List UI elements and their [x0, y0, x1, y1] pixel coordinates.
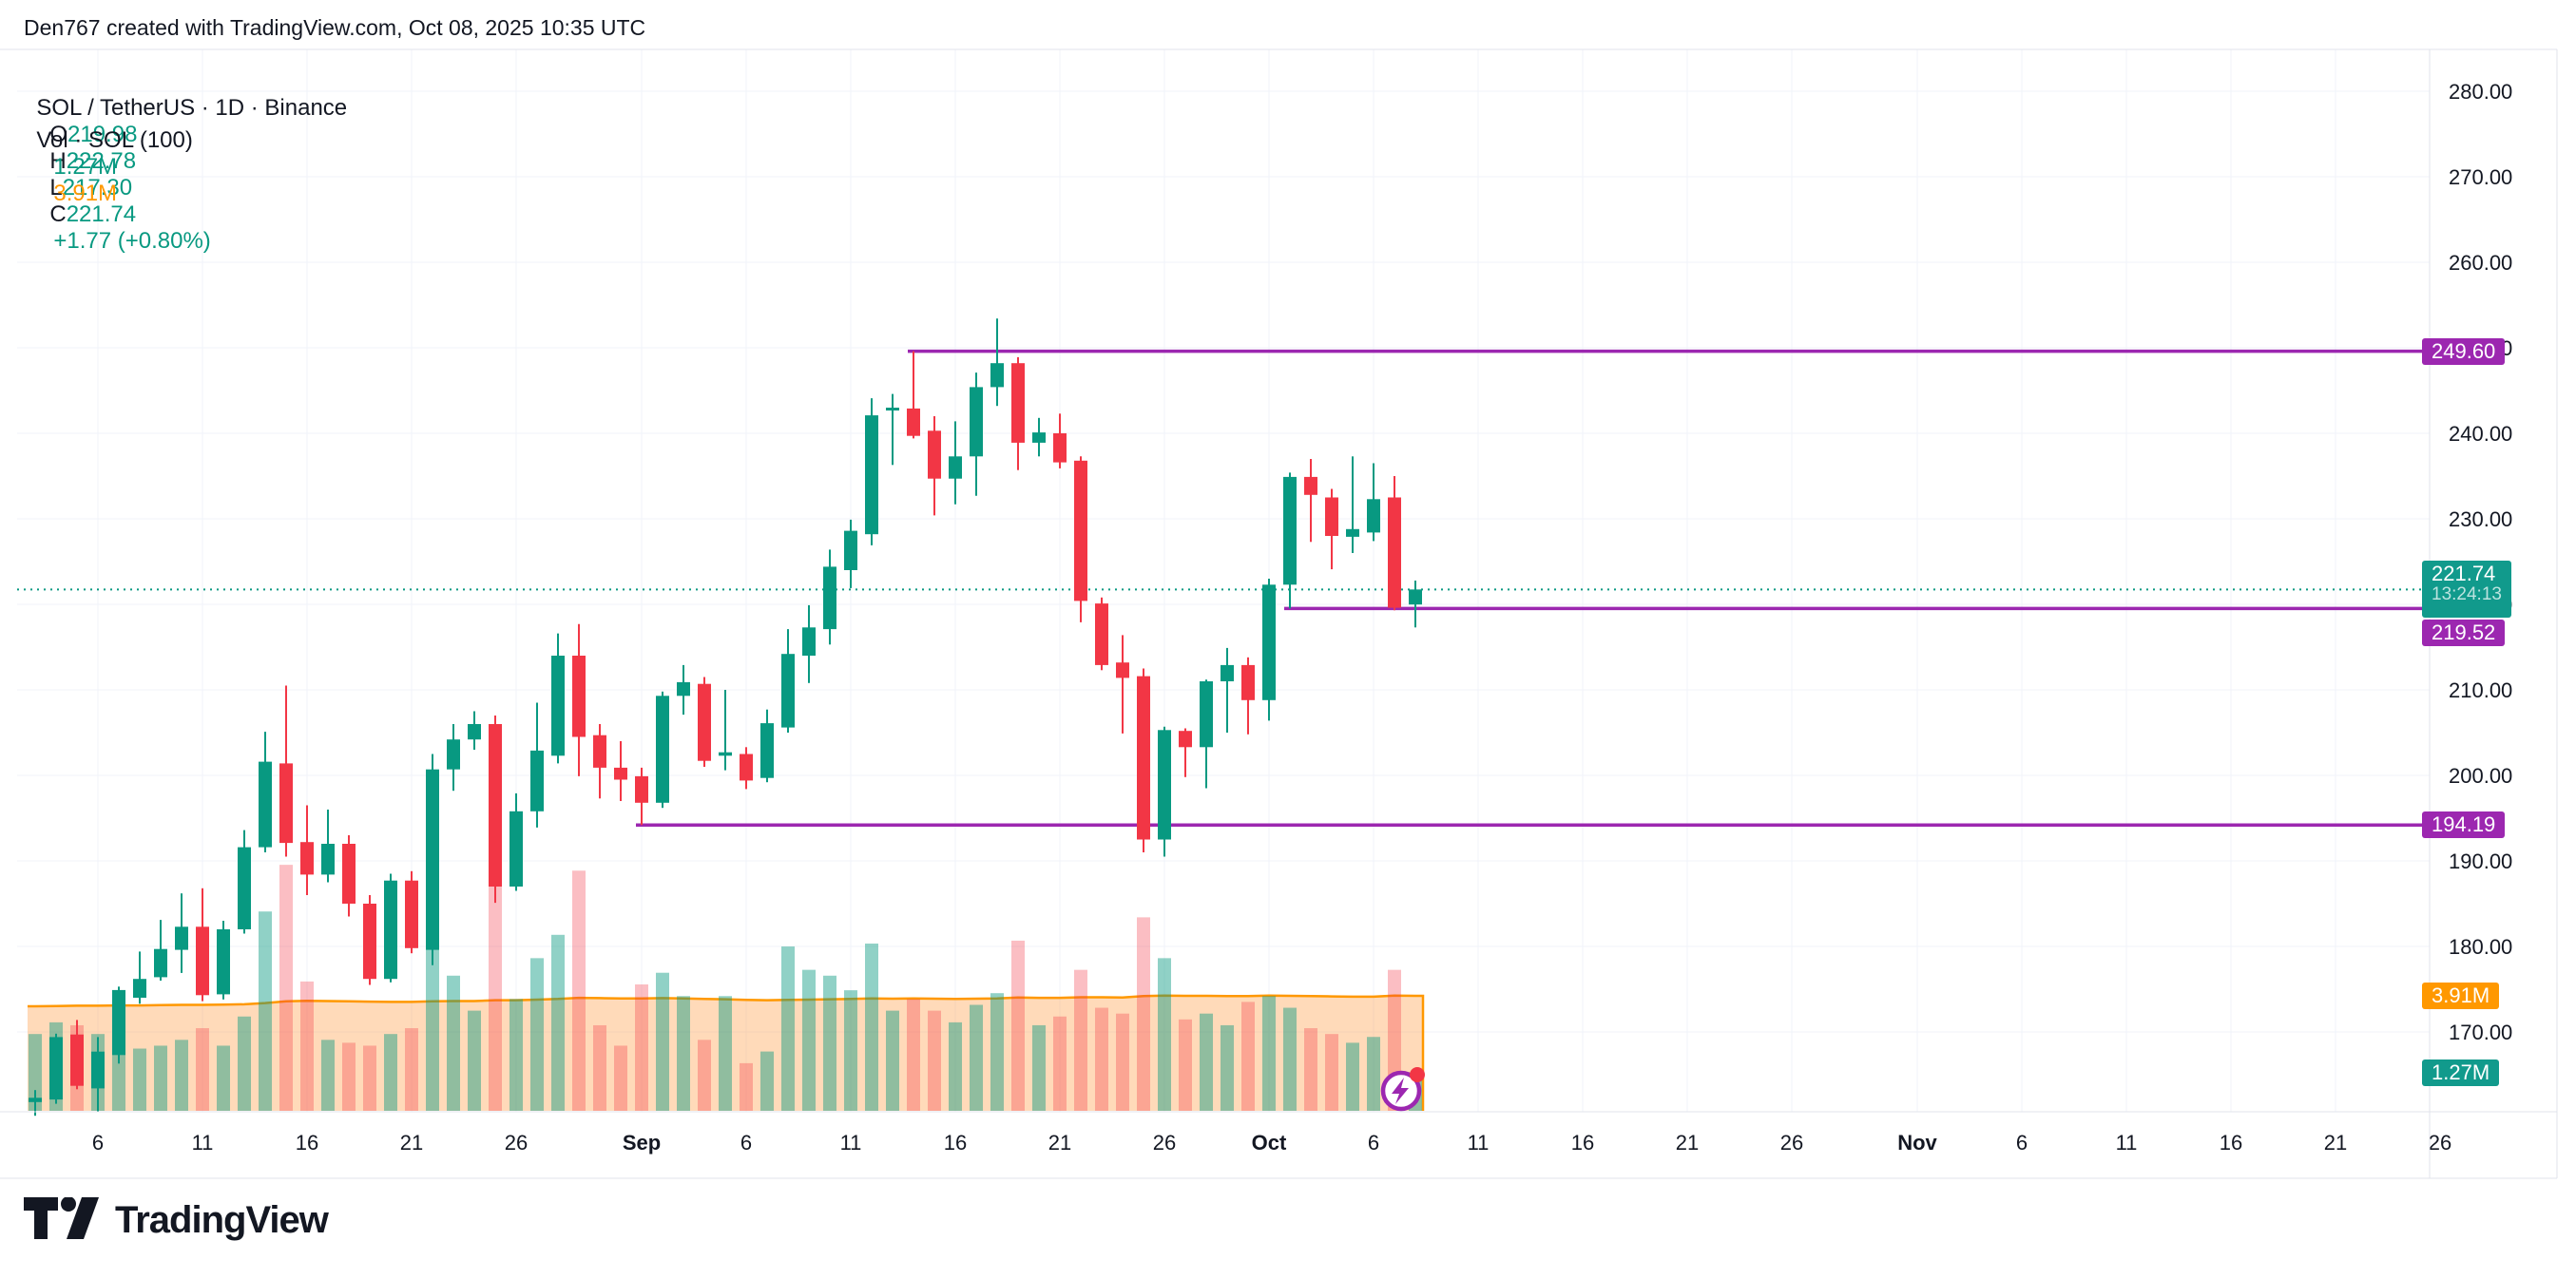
- attribution-text: Den767 created with TradingView.com, Oct…: [24, 15, 646, 40]
- notification-dot: [1410, 1067, 1425, 1082]
- low-value: 217.30: [62, 175, 133, 200]
- svg-text:Oct: Oct: [1252, 1131, 1287, 1155]
- svg-text:16: 16: [1571, 1131, 1594, 1155]
- volume-current-value: 1.27M: [53, 154, 118, 180]
- svg-text:280.00: 280.00: [2449, 80, 2512, 104]
- bar-countdown: 13:24:13: [2432, 584, 2502, 604]
- svg-text:21: 21: [2324, 1131, 2347, 1155]
- svg-text:200.00: 200.00: [2449, 764, 2512, 788]
- svg-text:6: 6: [1368, 1131, 1379, 1155]
- svg-text:11: 11: [2116, 1131, 2138, 1155]
- current-price-badge: 221.74 13:24:13: [2422, 561, 2511, 618]
- svg-text:240.00: 240.00: [2449, 422, 2512, 446]
- svg-text:230.00: 230.00: [2449, 507, 2512, 531]
- change-value: +1.77 (+0.80%): [53, 228, 211, 254]
- svg-text:11: 11: [1468, 1131, 1490, 1155]
- brand-name: TradingView: [115, 1198, 329, 1241]
- svg-text:16: 16: [944, 1131, 967, 1155]
- level-badge-249-60: 249.60: [2422, 338, 2506, 365]
- close-label: C: [49, 201, 67, 227]
- high-label: H: [49, 148, 67, 174]
- svg-text:21: 21: [1048, 1131, 1071, 1155]
- svg-text:6: 6: [2016, 1131, 2028, 1155]
- volume-ma-value: 3.91M: [53, 181, 118, 206]
- open-value: 219.98: [67, 122, 138, 147]
- svg-text:270.00: 270.00: [2449, 165, 2512, 189]
- volume-ma-badge: 3.91M: [2422, 983, 2500, 1009]
- svg-text:210.00: 210.00: [2449, 678, 2512, 702]
- high-value: 222.78: [66, 148, 137, 174]
- legend-volume-row[interactable]: Vol · SOL (100) 1.27M 3.91M: [24, 101, 193, 207]
- symbol-title: SOL / TetherUS · 1D · Binance: [36, 95, 348, 121]
- svg-text:260.00: 260.00: [2449, 251, 2512, 275]
- svg-text:170.00: 170.00: [2449, 1021, 2512, 1044]
- svg-text:Sep: Sep: [623, 1131, 661, 1155]
- svg-text:180.00: 180.00: [2449, 935, 2512, 959]
- open-label: O: [49, 122, 68, 147]
- svg-text:26: 26: [1153, 1131, 1176, 1155]
- tradingview-logo[interactable]: TradingView: [24, 1193, 329, 1247]
- current-price-value: 221.74: [2432, 562, 2496, 585]
- svg-text:11: 11: [840, 1131, 862, 1155]
- svg-text:21: 21: [400, 1131, 423, 1155]
- tradingview-logo-mark: [24, 1197, 99, 1239]
- svg-text:11: 11: [192, 1131, 214, 1155]
- level-badge-219-52: 219.52: [2422, 620, 2506, 646]
- svg-text:16: 16: [296, 1131, 318, 1155]
- volume-label: Vol · SOL (100): [36, 127, 193, 153]
- low-label: L: [49, 175, 63, 200]
- svg-text:21: 21: [1676, 1131, 1699, 1155]
- svg-text:Nov: Nov: [1897, 1131, 1937, 1155]
- close-value: 221.74: [66, 201, 137, 227]
- level-badge-194-19: 194.19: [2422, 811, 2506, 838]
- volume-current-badge: 1.27M: [2422, 1059, 2500, 1086]
- svg-text:26: 26: [2429, 1131, 2451, 1155]
- time-axis[interactable]: [0, 1112, 2557, 1178]
- legend-symbol-row[interactable]: SOL / TetherUS · 1D · Binance O219.98 H2…: [24, 68, 347, 255]
- bolt-glyph: [1392, 1078, 1409, 1104]
- lightning-bolt-icon[interactable]: [1375, 1064, 1428, 1117]
- svg-text:6: 6: [740, 1131, 752, 1155]
- svg-text:16: 16: [2220, 1131, 2242, 1155]
- svg-text:6: 6: [92, 1131, 104, 1155]
- svg-text:26: 26: [505, 1131, 528, 1155]
- svg-text:26: 26: [1780, 1131, 1803, 1155]
- svg-text:190.00: 190.00: [2449, 849, 2512, 873]
